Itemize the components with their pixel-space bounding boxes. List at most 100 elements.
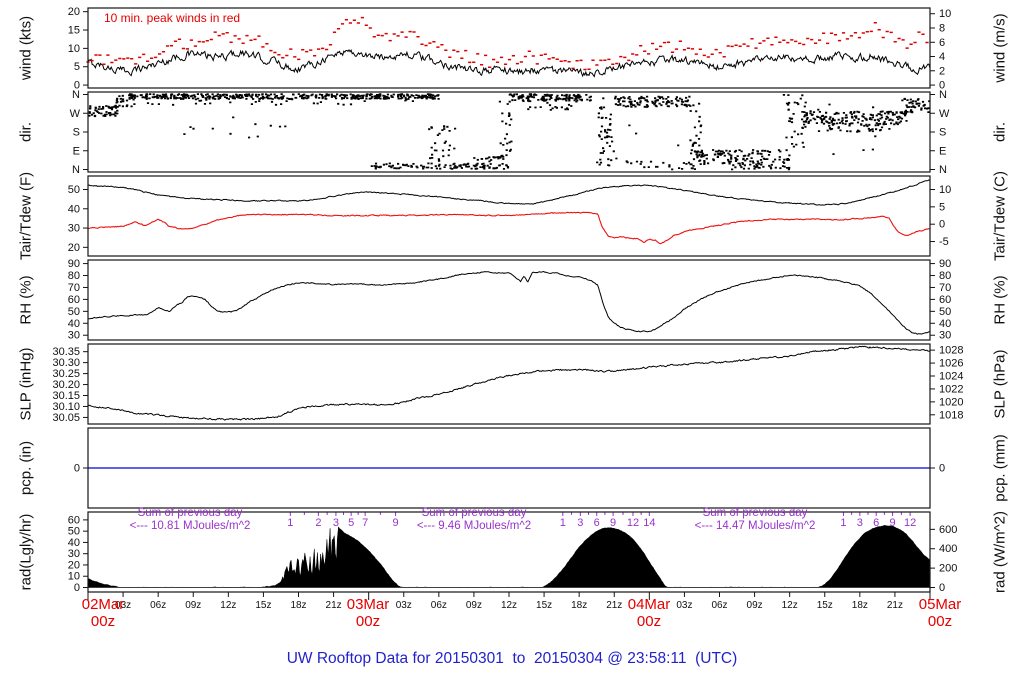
x-tick-label: 15z xyxy=(817,600,833,611)
y-tick-label: 30 xyxy=(68,330,80,342)
rad-cumulative-marker: 3 xyxy=(577,517,583,529)
y-tick-label: 0 xyxy=(74,463,80,475)
x-tick-label: 18z xyxy=(290,600,306,611)
panel-wind: 0 5 10 15 20 0 2 4 6 8 10 xyxy=(68,6,952,91)
y-tick-label: 5 xyxy=(939,201,945,213)
x-tick-label: 06z xyxy=(711,600,727,611)
rad-cumulative-marker: 12 xyxy=(627,517,639,529)
rad-sum-annotation-3: Sum of previous day <--- 14.47 MJoules/m^… xyxy=(694,507,816,532)
y-tick-label: 90 xyxy=(939,258,951,270)
y-tick-label: 0 xyxy=(939,219,945,231)
rad-cumulative-marker: 12 xyxy=(904,517,916,529)
y-tick-label: 1018 xyxy=(939,409,963,421)
page-title: UW Rooftop Data for 20150301 to 20150304… xyxy=(286,650,738,667)
y-tick-label: 0 xyxy=(74,582,80,594)
axis-title-slp-right: SLP (hPa) xyxy=(991,349,1009,419)
date-label-03mar: 03Mar 00z xyxy=(346,596,390,630)
y-tick-label: W xyxy=(70,108,81,120)
peak-wind-annotation: 10 min. peak winds in red xyxy=(104,11,241,25)
x-tick-label: 03z xyxy=(115,600,131,611)
panel-rad: 1 2 3 5 7 9 1 3 6 9 12 14 1 3 6 9 1201020304050600200400… xyxy=(68,511,957,594)
y-tick-label: 30 xyxy=(68,548,80,560)
y-tick-label: N xyxy=(939,89,947,101)
x-tick-label: 09z xyxy=(747,600,763,611)
y-tick-label: 1024 xyxy=(939,371,963,383)
series-solar-rad xyxy=(87,525,931,588)
y-tick-label: 0 xyxy=(939,80,945,92)
axis-title-rh-right: RH (%) xyxy=(991,275,1009,325)
y-tick-label: 10 xyxy=(939,184,951,196)
rad-cumulative-marker: 6 xyxy=(594,517,600,529)
rad-sum-annotation-2: Sum of previous day <--- 9.46 MJoules/m^2 xyxy=(416,507,532,532)
y-tick-label: 20 xyxy=(68,559,80,571)
y-tick-label: E xyxy=(73,145,80,157)
y-tick-label: 70 xyxy=(939,282,951,294)
series-rh-pct xyxy=(87,270,931,335)
series-wind-peak-kts xyxy=(86,16,929,71)
y-tick-label: 10 xyxy=(68,571,80,583)
y-tick-label: S xyxy=(73,127,80,139)
series-slp-inhg xyxy=(87,345,931,421)
axis-title-wind-left: wind (kts) xyxy=(17,15,35,81)
y-tick-label: 60 xyxy=(939,294,951,306)
y-tick-label: 30.30 xyxy=(52,357,80,369)
y-tick-label: 30.15 xyxy=(52,390,80,402)
y-tick-label: E xyxy=(939,145,946,157)
rad-cumulative-marker: 5 xyxy=(348,517,354,529)
y-tick-label: 10 xyxy=(68,43,80,55)
x-tick-label: 09z xyxy=(466,600,482,611)
rad-cumulative-marker: 3 xyxy=(333,517,339,529)
x-tick-label: 15z xyxy=(255,600,271,611)
rad-cumulative-marker: 2 xyxy=(315,517,321,529)
axis-title-rad-right: rad (W/m^2) xyxy=(991,510,1009,594)
y-tick-label: N xyxy=(939,164,947,176)
y-tick-label: 60 xyxy=(68,294,80,306)
y-tick-label: 1022 xyxy=(939,383,963,395)
series-tair-f xyxy=(87,179,931,206)
y-tick-label: 80 xyxy=(939,270,951,282)
date-label-02mar: 02Mar 00z xyxy=(81,596,125,630)
y-tick-label: N xyxy=(72,89,80,101)
rad-cumulative-marker: 1 xyxy=(287,517,293,529)
y-tick-label: 70 xyxy=(68,282,80,294)
y-tick-label: N xyxy=(72,164,80,176)
series-wind-avg-kts xyxy=(87,48,931,78)
x-tick-label: 06z xyxy=(150,600,166,611)
panel-slp: 30.0530.1030.1530.2030.2530.3030.3510181… xyxy=(52,343,963,425)
series-tdew-f xyxy=(87,211,931,245)
axis-title-wind-right: wind (m/s) xyxy=(991,13,1009,83)
x-tick-label: 15z xyxy=(536,600,552,611)
y-tick-label: -5 xyxy=(939,236,949,248)
y-tick-label: 1028 xyxy=(939,345,963,357)
y-tick-label: 50 xyxy=(68,306,80,318)
y-tick-label: 400 xyxy=(939,543,957,555)
y-tick-label: S xyxy=(939,127,946,139)
wind-direction-points xyxy=(88,93,931,171)
y-tick-label: 20 xyxy=(68,6,80,18)
y-tick-label: 30.05 xyxy=(52,412,80,424)
x-tick-label: 09z xyxy=(185,600,201,611)
x-tick-label: 12z xyxy=(220,600,236,611)
y-tick-label: 30.25 xyxy=(52,368,80,380)
date-label-05mar: 05Mar 00z xyxy=(918,596,962,630)
y-tick-label: 40 xyxy=(939,318,951,330)
y-tick-label: 80 xyxy=(68,270,80,282)
axis-title-pcp-left: pcp. (in) xyxy=(17,440,35,496)
date-label-04mar: 04Mar 00z xyxy=(627,596,671,630)
y-tick-label: 30.10 xyxy=(52,401,80,413)
y-tick-label: 1026 xyxy=(939,358,963,370)
x-tick-label: 21z xyxy=(606,600,622,611)
rad-cumulative-marker: 14 xyxy=(643,517,655,529)
x-tick-label: 18z xyxy=(571,600,587,611)
x-tick-label: 12z xyxy=(782,600,798,611)
rad-cumulative-marker: 7 xyxy=(362,517,368,529)
rad-cumulative-marker: 9 xyxy=(610,517,616,529)
y-tick-label: 600 xyxy=(939,524,957,536)
y-tick-label: 5 xyxy=(74,61,80,73)
y-tick-label: 30.35 xyxy=(52,346,80,358)
rad-sum-annotation-1: Sum of previous day <--- 10.81 MJoules/m^… xyxy=(129,507,251,532)
